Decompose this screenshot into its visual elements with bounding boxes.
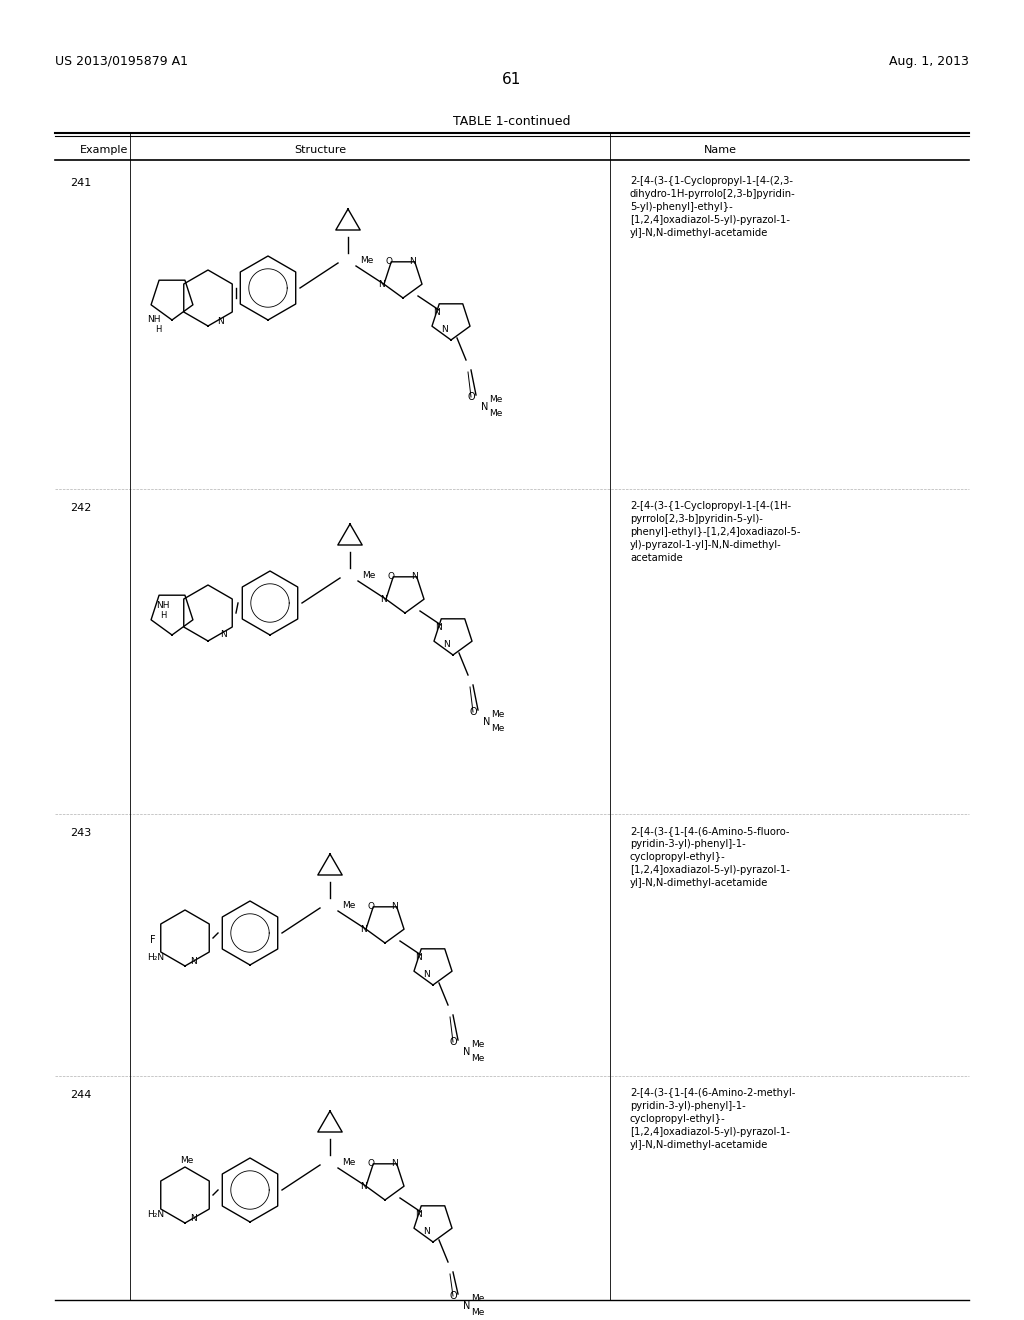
Text: yl]-N,N-dimethyl-acetamide: yl]-N,N-dimethyl-acetamide (630, 1140, 768, 1150)
Text: Me: Me (360, 256, 374, 265)
Text: Name: Name (703, 145, 736, 154)
Text: cyclopropyl-ethyl}-: cyclopropyl-ethyl}- (630, 1114, 726, 1125)
Text: [1,2,4]oxadiazol-5-yl)-pyrazol-1-: [1,2,4]oxadiazol-5-yl)-pyrazol-1- (630, 215, 790, 224)
Text: NH: NH (147, 315, 161, 325)
Text: N: N (433, 308, 439, 317)
Text: N: N (190, 957, 197, 966)
Text: N: N (415, 1210, 422, 1218)
Text: dihydro-1H-pyrrolo[2,3-b]pyridin-: dihydro-1H-pyrrolo[2,3-b]pyridin- (630, 189, 796, 199)
Text: N: N (423, 970, 430, 979)
Text: N: N (391, 1159, 398, 1168)
Text: Me: Me (471, 1308, 484, 1317)
Text: N: N (220, 630, 226, 639)
Text: Me: Me (490, 723, 505, 733)
Text: cyclopropyl-ethyl}-: cyclopropyl-ethyl}- (630, 851, 726, 862)
Text: Example: Example (80, 145, 128, 154)
Text: Me: Me (362, 572, 376, 579)
Text: N: N (435, 623, 441, 632)
Text: acetamide: acetamide (630, 553, 683, 564)
Text: O: O (386, 257, 393, 267)
Text: Me: Me (489, 409, 503, 418)
Text: N: N (481, 403, 488, 412)
Text: N: N (360, 1181, 368, 1191)
Text: N: N (190, 1214, 197, 1224)
Text: O: O (368, 1159, 375, 1168)
Text: H: H (160, 611, 166, 620)
Text: NH: NH (156, 601, 170, 610)
Text: Me: Me (342, 1158, 355, 1167)
Text: N: N (441, 325, 447, 334)
Text: F: F (150, 935, 156, 945)
Text: N: N (423, 1228, 430, 1236)
Text: 61: 61 (503, 73, 521, 87)
Text: 244: 244 (70, 1090, 91, 1100)
Text: pyridin-3-yl)-phenyl]-1-: pyridin-3-yl)-phenyl]-1- (630, 840, 745, 849)
Text: O: O (468, 392, 475, 403)
Text: N: N (379, 280, 385, 289)
Text: O: O (450, 1038, 458, 1047)
Text: O: O (368, 903, 375, 911)
Text: [1,2,4]oxadiazol-5-yl)-pyrazol-1-: [1,2,4]oxadiazol-5-yl)-pyrazol-1- (630, 865, 790, 875)
Text: N: N (217, 318, 223, 326)
Text: 243: 243 (70, 828, 91, 838)
Text: N: N (483, 717, 490, 727)
Text: pyridin-3-yl)-phenyl]-1-: pyridin-3-yl)-phenyl]-1- (630, 1101, 745, 1111)
Text: N: N (443, 640, 450, 649)
Text: yl)-pyrazol-1-yl]-N,N-dimethyl-: yl)-pyrazol-1-yl]-N,N-dimethyl- (630, 540, 781, 550)
Text: H₂N: H₂N (147, 1210, 164, 1218)
Text: Me: Me (471, 1040, 484, 1049)
Text: Aug. 1, 2013: Aug. 1, 2013 (889, 55, 969, 69)
Text: N: N (391, 903, 398, 911)
Text: pyrrolo[2,3-b]pyridin-5-yl)-: pyrrolo[2,3-b]pyridin-5-yl)- (630, 513, 763, 524)
Text: 2-[4-(3-{1-[4-(6-Amino-5-fluoro-: 2-[4-(3-{1-[4-(6-Amino-5-fluoro- (630, 826, 790, 836)
Text: O: O (388, 573, 394, 581)
Text: O: O (470, 708, 477, 717)
Text: phenyl]-ethyl}-[1,2,4]oxadiazol-5-: phenyl]-ethyl}-[1,2,4]oxadiazol-5- (630, 527, 801, 537)
Text: Me: Me (489, 395, 503, 404)
Text: 2-[4-(3-{1-Cyclopropyl-1-[4-(1H-: 2-[4-(3-{1-Cyclopropyl-1-[4-(1H- (630, 502, 792, 511)
Text: 5-yl)-phenyl]-ethyl}-: 5-yl)-phenyl]-ethyl}- (630, 202, 733, 213)
Text: H₂N: H₂N (147, 953, 164, 962)
Text: 241: 241 (70, 178, 91, 187)
Text: US 2013/0195879 A1: US 2013/0195879 A1 (55, 55, 188, 69)
Text: Me: Me (342, 902, 355, 909)
Text: Structure: Structure (294, 145, 346, 154)
Text: N: N (463, 1302, 470, 1311)
Text: TABLE 1-continued: TABLE 1-continued (454, 115, 570, 128)
Text: Me: Me (490, 710, 505, 719)
Text: H: H (155, 326, 161, 334)
Text: O: O (450, 1291, 458, 1302)
Text: N: N (463, 1047, 470, 1057)
Text: N: N (415, 953, 422, 962)
Text: [1,2,4]oxadiazol-5-yl)-pyrazol-1-: [1,2,4]oxadiazol-5-yl)-pyrazol-1- (630, 1127, 790, 1137)
Text: 2-[4-(3-{1-[4-(6-Amino-2-methyl-: 2-[4-(3-{1-[4-(6-Amino-2-methyl- (630, 1088, 796, 1098)
Text: yl]-N,N-dimethyl-acetamide: yl]-N,N-dimethyl-acetamide (630, 878, 768, 888)
Text: 242: 242 (70, 503, 91, 513)
Text: yl]-N,N-dimethyl-acetamide: yl]-N,N-dimethyl-acetamide (630, 228, 768, 238)
Text: N: N (412, 573, 418, 581)
Text: N: N (381, 595, 387, 603)
Text: N: N (360, 925, 368, 933)
Text: Me: Me (471, 1053, 484, 1063)
Text: N: N (410, 257, 416, 267)
Text: Me: Me (180, 1156, 194, 1166)
Text: Me: Me (471, 1294, 484, 1303)
Text: 2-[4-(3-{1-Cyclopropyl-1-[4-(2,3-: 2-[4-(3-{1-Cyclopropyl-1-[4-(2,3- (630, 176, 793, 186)
